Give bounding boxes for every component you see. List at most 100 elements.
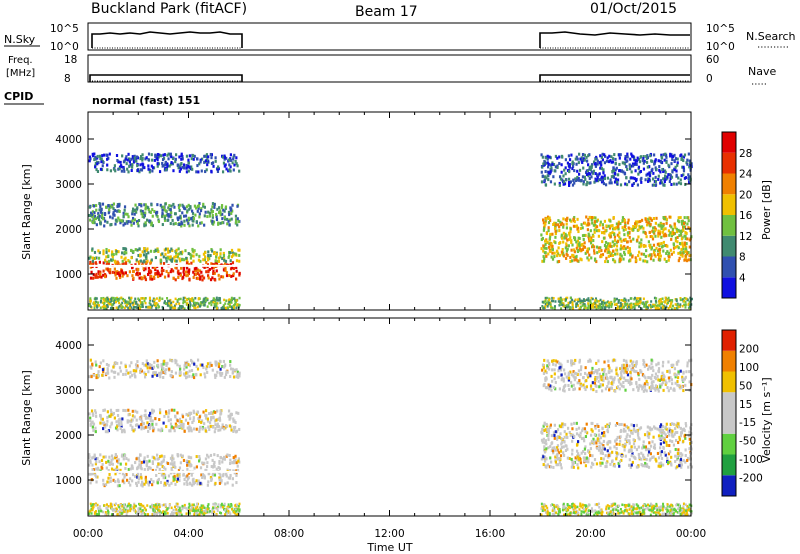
power-echo-cell [589, 181, 592, 185]
power-echo-cell [541, 155, 544, 159]
power-echo-cell [225, 271, 229, 275]
ground-scatter-cell [581, 304, 584, 307]
velocity-echo-cell [162, 472, 165, 476]
velocity-echo-cell [542, 437, 545, 441]
power-echo-cell [213, 202, 216, 206]
velocity-echo-cell [170, 374, 173, 378]
power-echo-cell [99, 272, 102, 276]
power-echo-cell [560, 250, 564, 254]
power-echo-cell [619, 252, 622, 256]
velocity-echo-cell [553, 436, 556, 440]
velocity-echo-cell [218, 459, 221, 463]
velocity-echo-cell [235, 375, 238, 379]
power-echo-cell [189, 252, 192, 256]
power-echo-cell [657, 174, 660, 178]
velocity-echo-cell [564, 423, 567, 427]
ground-scatter-cell [656, 304, 659, 307]
velocity-echo-cell [584, 435, 588, 439]
power-echo-cell [573, 220, 576, 224]
velocity-echo-cell [95, 460, 98, 464]
power-echo-cell [596, 179, 600, 183]
power-echo-cell [662, 228, 665, 232]
power-echo-cell [545, 246, 548, 250]
power-echo-cell [94, 204, 98, 208]
power-echo-cell [675, 230, 679, 234]
velocity-echo-cell [578, 454, 581, 458]
power-echo-cell [592, 169, 596, 173]
beam-title: Beam 17 [355, 4, 418, 20]
velocity-echo-cell [195, 412, 198, 416]
velocity-echo-cell [231, 461, 234, 465]
velocity-echo-cell [229, 363, 232, 367]
power-echo-cell [685, 242, 688, 246]
power-echo-cell [232, 274, 235, 278]
power-echo-cell [219, 252, 222, 256]
velocity-echo-cell [213, 373, 217, 377]
power-echo-cell [589, 241, 593, 245]
power-echo-cell [567, 180, 571, 184]
power-echo-cell [649, 234, 652, 238]
power-echo-cell [120, 169, 123, 173]
velocity-echo-cell [683, 429, 686, 433]
power-echo-cell [229, 158, 232, 162]
power-echo-cell [627, 218, 630, 222]
velocity-echo-cell [89, 459, 92, 463]
velocity-echo-cell [237, 457, 241, 461]
ground-scatter-cell [140, 302, 143, 306]
power-echo-cell [144, 221, 147, 225]
velocity-echo-cell [199, 425, 202, 429]
ground-scatter-cell [148, 296, 151, 300]
velocity-echo-cell [157, 372, 161, 376]
power-echo-cell [150, 153, 153, 157]
velocity-echo-cell [661, 428, 665, 432]
power-echo-cell [117, 216, 120, 220]
velocity-echo-cell [589, 442, 592, 446]
power-echo-cell [588, 234, 591, 238]
velocity-echo-cell [202, 410, 205, 414]
power-echo-cell [588, 177, 591, 181]
power-echo-cell [131, 207, 135, 211]
ground-scatter-cell [541, 300, 544, 304]
power-echo-cell [94, 165, 97, 169]
ground-scatter-cell [565, 306, 568, 309]
power-echo-cell [139, 154, 143, 158]
power-echo-cell [165, 269, 168, 273]
power-echo-cell [588, 237, 592, 241]
power-echo-cell [612, 175, 616, 179]
ground-scatter-cell [237, 303, 240, 307]
power-echo-cell [587, 247, 591, 251]
power-echo-cell [193, 204, 197, 208]
velocity-echo-cell [216, 370, 219, 374]
velocity-echo-cell [104, 430, 108, 434]
velocity-echo-cell [182, 422, 185, 426]
power-echo-cell [632, 225, 635, 229]
velocity-echo-cell [571, 463, 574, 467]
velocity-echo-cell [235, 368, 238, 372]
power-echo-cell [631, 183, 634, 187]
velocity-echo-cell [173, 474, 176, 478]
ground-scatter-cell [603, 301, 606, 305]
power-echo-cell [156, 156, 159, 160]
power-echo-cell [206, 158, 209, 162]
power-echo-cell [595, 229, 599, 233]
velocity-echo-cell [131, 425, 134, 429]
power-echo-cell [570, 248, 573, 252]
power-echo-cell [166, 153, 169, 157]
velocity-echo-cell [113, 375, 116, 379]
power-echo-cell [607, 254, 610, 258]
velocity-echo-cell [646, 430, 649, 434]
power-echo-cell [547, 245, 551, 249]
power-echo-cell [219, 255, 222, 259]
power-echo-cell [637, 158, 641, 162]
power-echo-cell [137, 218, 141, 222]
velocity-echo-cell [238, 371, 241, 375]
power-echo-cell [222, 254, 226, 258]
power-echo-cell [225, 263, 228, 267]
power-echo-cell [578, 244, 581, 248]
power-echo-cell [658, 248, 661, 252]
velocity-echo-cell [684, 436, 687, 440]
power-echo-cell [613, 171, 617, 175]
ground-scatter-cell [203, 297, 206, 301]
ground-scatter-cell [551, 299, 554, 303]
power-echo-cell [185, 266, 189, 270]
